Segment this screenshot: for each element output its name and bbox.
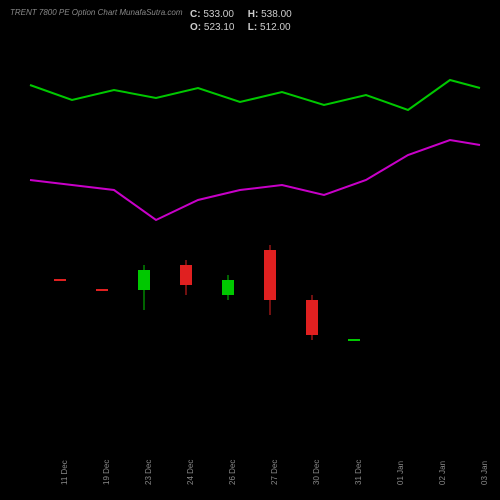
candle [138, 265, 150, 310]
x-axis-label: 11 Dec [60, 460, 65, 485]
chart-title: TRENT 7800 PE Option Chart MunafaSutra.c… [10, 8, 183, 17]
x-axis-label: 03 Jan [480, 461, 485, 485]
x-axis-labels: 11 Dec 19 Dec 23 Dec 24 Dec 26 Dec 27 Dec 30 D… [30, 430, 480, 490]
candle [306, 295, 318, 340]
candle [264, 245, 276, 315]
chart-area [30, 40, 480, 420]
candle [222, 275, 234, 300]
x-axis-label: 26 Dec [228, 460, 233, 485]
x-axis-label: 01 Jan [396, 461, 401, 485]
x-axis-label: 27 Dec [270, 460, 275, 485]
ohlc-info: C: 533.00 H: 538.00 O: 523.10 L: 512.00 [190, 8, 303, 34]
x-axis-label: 23 Dec [144, 460, 149, 485]
chart-svg [30, 40, 480, 420]
indicator-line [30, 140, 480, 220]
candle [180, 260, 192, 295]
indicator-line [30, 80, 480, 110]
x-axis-label: 02 Jan [438, 461, 443, 485]
x-axis-label: 19 Dec [102, 460, 107, 485]
x-axis-label: 30 Dec [312, 460, 317, 485]
x-axis-label: 24 Dec [186, 460, 191, 485]
x-axis-label: 31 Dec [354, 460, 359, 485]
